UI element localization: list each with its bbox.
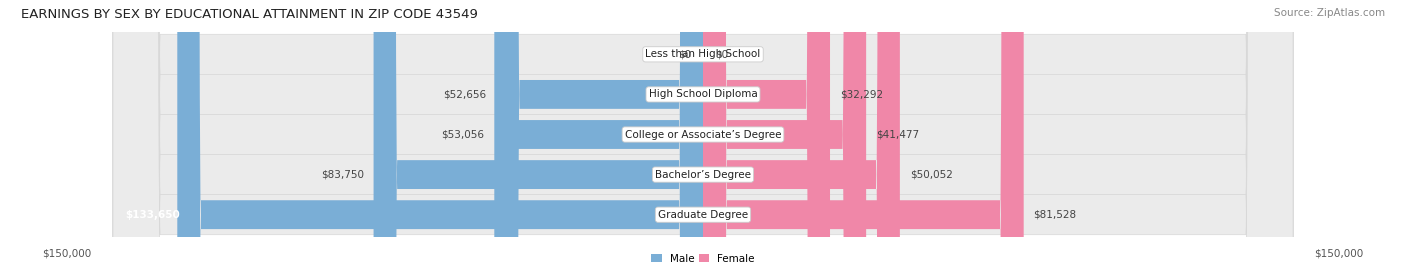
Text: Graduate Degree: Graduate Degree [658, 210, 748, 220]
Text: $41,477: $41,477 [876, 129, 920, 140]
Text: $133,650: $133,650 [125, 210, 180, 220]
Text: Source: ZipAtlas.com: Source: ZipAtlas.com [1274, 8, 1385, 18]
Text: $0: $0 [714, 49, 728, 59]
FancyBboxPatch shape [112, 0, 1294, 269]
Text: $150,000: $150,000 [42, 248, 91, 258]
FancyBboxPatch shape [112, 0, 1294, 269]
Text: $150,000: $150,000 [1315, 248, 1364, 258]
Text: Bachelor’s Degree: Bachelor’s Degree [655, 169, 751, 180]
Text: College or Associate’s Degree: College or Associate’s Degree [624, 129, 782, 140]
FancyBboxPatch shape [495, 0, 703, 269]
FancyBboxPatch shape [112, 0, 1294, 269]
FancyBboxPatch shape [703, 0, 1024, 269]
Text: $50,052: $50,052 [910, 169, 953, 180]
FancyBboxPatch shape [177, 0, 703, 269]
Text: Less than High School: Less than High School [645, 49, 761, 59]
Text: High School Diploma: High School Diploma [648, 89, 758, 100]
FancyBboxPatch shape [703, 0, 900, 269]
FancyBboxPatch shape [374, 0, 703, 269]
Text: $32,292: $32,292 [839, 89, 883, 100]
FancyBboxPatch shape [112, 0, 1294, 269]
Text: $53,056: $53,056 [441, 129, 485, 140]
Text: $52,656: $52,656 [443, 89, 486, 100]
FancyBboxPatch shape [112, 0, 1294, 269]
FancyBboxPatch shape [496, 0, 703, 269]
Text: $0: $0 [678, 49, 692, 59]
FancyBboxPatch shape [703, 0, 830, 269]
Text: EARNINGS BY SEX BY EDUCATIONAL ATTAINMENT IN ZIP CODE 43549: EARNINGS BY SEX BY EDUCATIONAL ATTAINMEN… [21, 8, 478, 21]
Legend: Male, Female: Male, Female [651, 254, 755, 264]
FancyBboxPatch shape [703, 0, 866, 269]
Text: $83,750: $83,750 [321, 169, 364, 180]
Text: $81,528: $81,528 [1033, 210, 1077, 220]
